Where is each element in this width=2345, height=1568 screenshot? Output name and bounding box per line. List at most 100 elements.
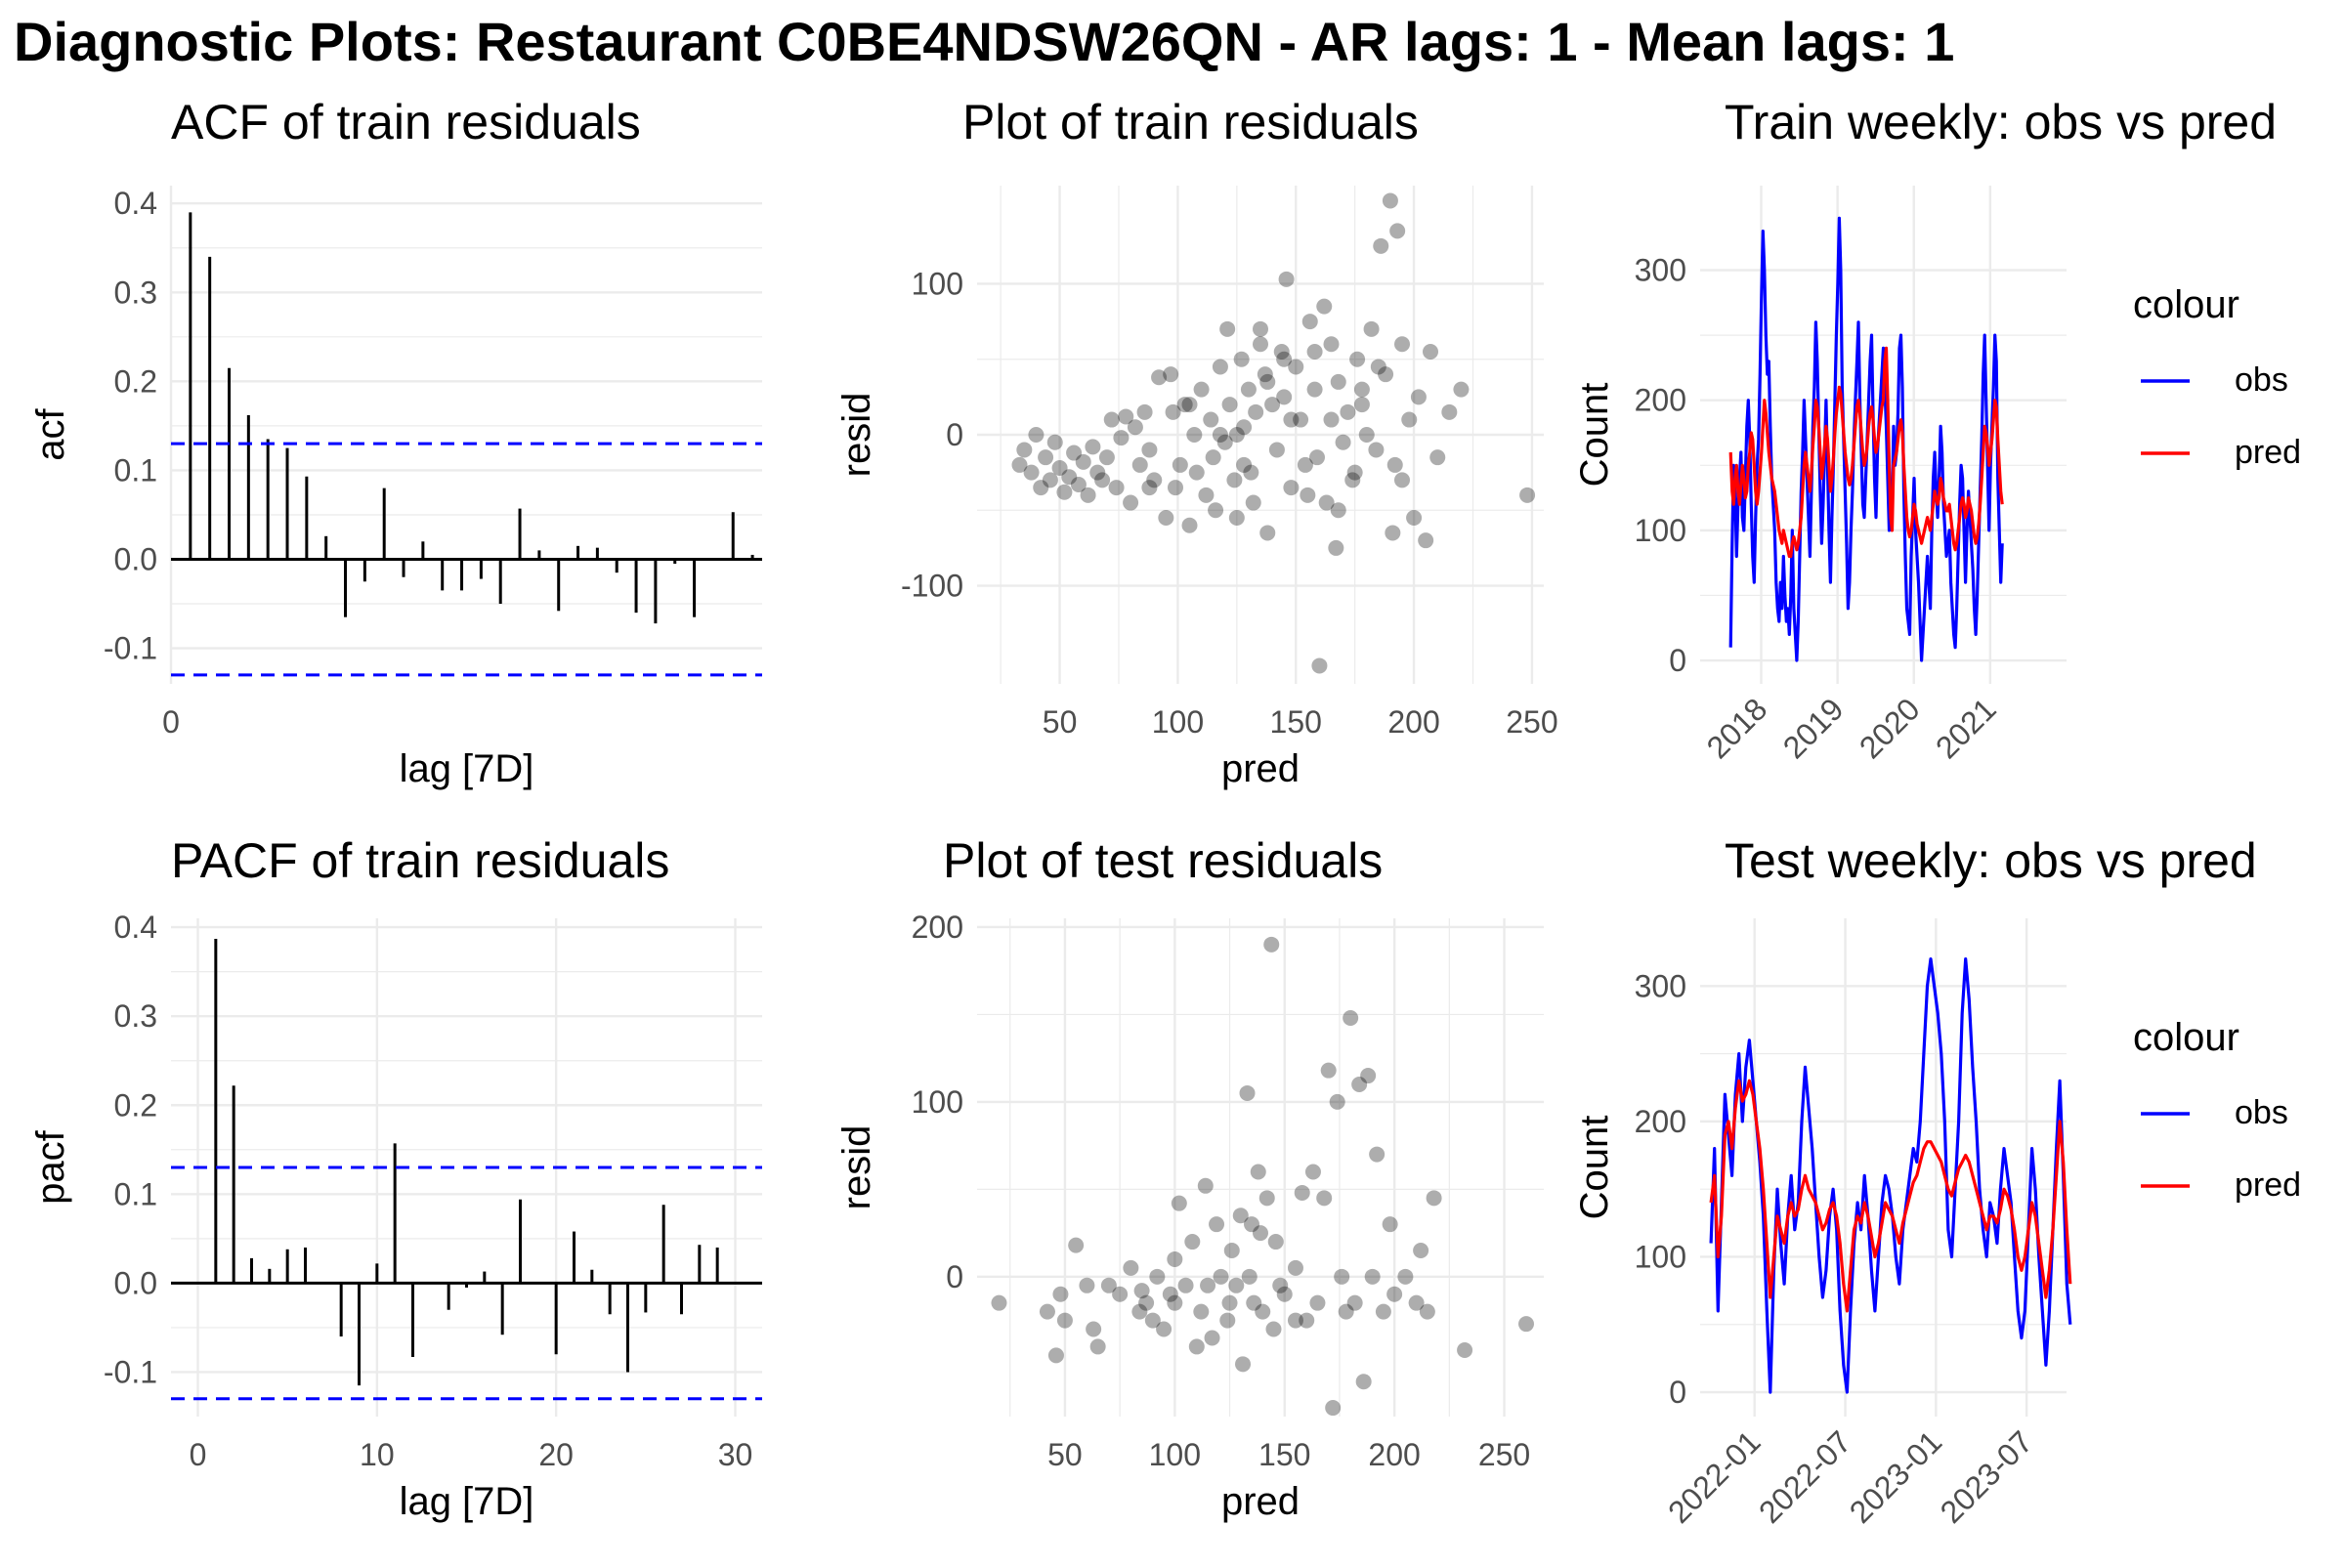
residual-point — [1158, 510, 1174, 526]
x-tick-label: 50 — [1043, 704, 1078, 740]
x-axis-label: lag [7D] — [400, 747, 534, 790]
residual-point — [1346, 1294, 1363, 1311]
residual-point — [1397, 1268, 1414, 1285]
y-tick-label: 0.0 — [114, 542, 157, 577]
y-tick-label: 0.3 — [114, 275, 157, 310]
residual-point — [1056, 1312, 1073, 1329]
residual-point — [1413, 1243, 1429, 1258]
x-tick-label: 0 — [162, 704, 180, 740]
residual-point — [1131, 456, 1148, 473]
y-tick-label: 0.4 — [114, 910, 157, 945]
residual-point — [1193, 1303, 1210, 1320]
test-weekly-panel: Test weekly: obs vs pred 0 100 200 300 2022-… — [1563, 821, 2345, 1568]
x-tick-label: 20 — [538, 1437, 574, 1472]
residual-point — [1061, 469, 1078, 486]
residual-point — [1146, 472, 1163, 488]
residual-point — [1163, 366, 1179, 383]
x-tick-label: 2023-07 — [1934, 1423, 2039, 1529]
residual-point — [1100, 1277, 1117, 1293]
residual-point — [1221, 397, 1238, 413]
residual-point — [1141, 442, 1158, 458]
residual-point — [1228, 1277, 1245, 1293]
x-tick-label: 2022-07 — [1752, 1423, 1857, 1529]
residual-point — [1213, 1268, 1229, 1285]
residual-point — [1268, 442, 1285, 458]
residual-point — [1228, 427, 1245, 443]
residual-point — [1056, 484, 1073, 500]
residual-point — [1385, 525, 1401, 541]
residual-point — [1023, 464, 1040, 481]
residual-point — [1052, 1286, 1069, 1302]
residual-point — [1259, 525, 1276, 541]
residual-point — [1188, 464, 1205, 481]
residual-point — [1051, 460, 1068, 476]
residual-point — [1200, 1277, 1216, 1293]
residual-point — [1263, 936, 1280, 953]
y-tick-label: 300 — [1635, 253, 1686, 288]
residual-point — [1370, 359, 1386, 375]
residual-point — [1419, 1303, 1435, 1320]
residual-point — [1265, 1321, 1282, 1337]
y-tick-label: 0 — [1669, 643, 1686, 678]
residual-point — [1070, 477, 1087, 492]
residual-point — [1518, 1316, 1535, 1333]
residual-point — [1410, 389, 1427, 405]
residual-point — [1287, 1259, 1303, 1276]
residual-point — [1349, 351, 1366, 367]
residual-point — [1244, 1216, 1260, 1233]
residual-point — [1066, 445, 1083, 461]
residual-point — [1233, 351, 1250, 367]
residual-point — [1418, 532, 1434, 549]
legend-title: colour — [2133, 283, 2239, 326]
x-tick-label: 2022-01 — [1661, 1423, 1767, 1529]
residual-point — [1232, 1208, 1249, 1224]
x-axis-label: pred — [1221, 747, 1300, 790]
residual-point — [1316, 298, 1333, 315]
residual-point — [1123, 1259, 1139, 1276]
residual-point — [1039, 1303, 1055, 1320]
residual-point — [1239, 1084, 1256, 1101]
residual-point — [1133, 1283, 1150, 1299]
residual-point — [1519, 487, 1536, 503]
residual-point — [1240, 381, 1257, 398]
x-tick-label: 50 — [1047, 1437, 1083, 1472]
acf-plot: -0.1 0.0 0.1 0.2 0.3 0.4 0 lag [7D] acf — [29, 186, 762, 790]
y-axis-label: acf — [29, 407, 72, 460]
residual-point — [1272, 1277, 1289, 1293]
residual-point — [1304, 1164, 1321, 1180]
residual-point — [1368, 442, 1385, 458]
residual-point — [1236, 456, 1253, 473]
residual-point — [1267, 1234, 1284, 1250]
residual-point — [1075, 453, 1091, 470]
residual-point — [1033, 480, 1049, 496]
residual-point — [1068, 1237, 1085, 1253]
y-tick-label: -0.1 — [104, 631, 157, 666]
residual-point — [1330, 502, 1346, 519]
residual-point — [1264, 397, 1281, 413]
x-tick-label: 10 — [360, 1437, 395, 1472]
residual-point — [1276, 351, 1293, 367]
residual-point — [1127, 419, 1143, 436]
residual-point — [1236, 419, 1253, 436]
residual-point — [1188, 1338, 1205, 1355]
residual-point — [1299, 1312, 1315, 1329]
residual-point — [1181, 397, 1198, 413]
acf-title: ACF of train residuals — [171, 95, 641, 149]
y-tick-label: 300 — [1635, 968, 1686, 1003]
residual-point — [1219, 320, 1236, 337]
residual-point — [1156, 1321, 1172, 1337]
residual-point — [1278, 271, 1295, 287]
residual-point — [1184, 1234, 1201, 1250]
residual-point — [1287, 1312, 1303, 1329]
residual-point — [1306, 381, 1323, 398]
residual-point — [1309, 1294, 1326, 1311]
y-tick-label: 200 — [1635, 383, 1686, 418]
residual-point — [1453, 381, 1470, 398]
y-tick-label: 100 — [912, 1084, 963, 1120]
train-resid-panel: Plot of train residuals -100 0 100 50 100 150… — [782, 78, 1563, 821]
residual-point — [1340, 403, 1356, 420]
residual-point — [1246, 1294, 1262, 1311]
y-tick-label: 0.2 — [114, 1087, 157, 1123]
x-tick-label: 200 — [1387, 704, 1439, 740]
y-tick-label: 0.0 — [114, 1265, 157, 1300]
